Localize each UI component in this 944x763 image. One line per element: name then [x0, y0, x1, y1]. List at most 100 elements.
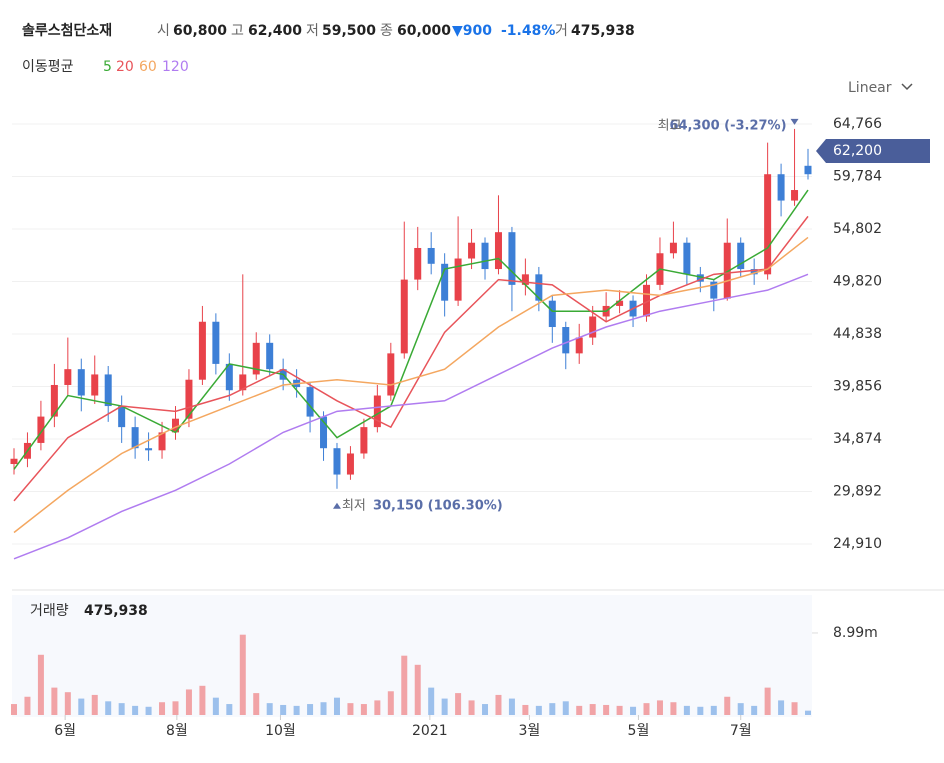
volume-bar [212, 697, 219, 715]
volume-bar [118, 703, 125, 715]
candle-body [104, 374, 112, 407]
candle-body [494, 232, 502, 270]
x-tick-label: 5월 [628, 723, 650, 739]
chevron [901, 83, 913, 91]
candle-body [77, 369, 85, 396]
candle-body [791, 190, 799, 201]
candle-body [118, 406, 126, 428]
candle-body [508, 232, 516, 285]
x-tick-label: 10월 [265, 723, 296, 739]
volume-bar [307, 704, 314, 715]
volume-bar [791, 702, 798, 715]
x-tick-label: 2021 [412, 723, 448, 739]
candle-body [468, 242, 476, 259]
candle-body [320, 416, 328, 449]
scale-label[interactable]: Linear [848, 80, 892, 96]
volume-bar [401, 655, 408, 715]
candle-body [306, 387, 314, 417]
candle-body [50, 384, 58, 417]
moving-average [13, 236, 809, 534]
y-tick-label: 34,874 [833, 431, 882, 447]
candle-body [360, 427, 368, 454]
volume-bar [91, 694, 98, 715]
candle-body [158, 432, 166, 451]
volume-bar [710, 705, 717, 715]
volume-bar [495, 694, 502, 715]
candle-body [212, 321, 220, 364]
volume-bar [562, 701, 569, 715]
volume-bar [482, 704, 489, 715]
volume-bar [105, 701, 112, 715]
volume-bar [751, 705, 758, 715]
high-text: 64,300 (-3.27%) [669, 118, 786, 133]
volume-bar [253, 693, 260, 715]
y-tick-label: 59,784 [833, 168, 882, 184]
volume-bar [239, 634, 246, 715]
y-tick-label: 64,766 [833, 116, 882, 132]
candle-body [400, 279, 408, 354]
candle-body [333, 448, 341, 475]
y-tick-label: 44,838 [833, 326, 882, 342]
candle-body [804, 165, 812, 175]
candle-body [225, 363, 233, 391]
candle-body [64, 369, 72, 385]
candle-body [454, 258, 462, 301]
volume-bar [455, 693, 462, 715]
candle-body [37, 416, 45, 443]
candle-body [723, 242, 731, 299]
volume-bar [589, 704, 596, 715]
scale-dropdown[interactable]: Linear [848, 80, 913, 96]
moving-average [13, 189, 809, 470]
candle-body [91, 374, 99, 396]
ma-label: 이동평균 [22, 59, 74, 75]
candle-body [548, 300, 556, 328]
volume-bar [347, 703, 354, 715]
volume-value: 475,938 [571, 23, 635, 39]
candle-body [185, 379, 193, 419]
y-tick-label: 29,892 [833, 483, 882, 499]
x-tick-label: 8월 [166, 723, 188, 739]
volume-bar [132, 705, 139, 715]
volume-bar [805, 710, 811, 715]
candle-body [171, 418, 179, 433]
volume-bar [172, 701, 179, 715]
candle-body [764, 174, 772, 275]
current-price-tag [816, 139, 930, 164]
candle-body [575, 337, 583, 354]
high-marker [790, 118, 799, 125]
volume-bar [64, 692, 71, 715]
volume-bar [522, 704, 529, 715]
high-label: 고 [231, 23, 244, 39]
candle-body [589, 316, 597, 338]
volume-bar [643, 703, 650, 715]
volume-bar [226, 704, 233, 715]
volume-bar [764, 687, 771, 715]
candle-body [266, 342, 274, 370]
volume-bar [724, 696, 731, 715]
volume-bar [280, 704, 287, 715]
candle-body [777, 174, 785, 201]
volume-bar [11, 704, 17, 715]
y-tick-label: 54,802 [833, 221, 882, 237]
candle-body [414, 247, 422, 280]
candle-body [373, 395, 381, 428]
volume-bar [428, 687, 435, 715]
candle-body [535, 274, 543, 301]
volume-bar [576, 705, 583, 715]
current-price-label: 62,200 [833, 143, 882, 159]
volume-bar [549, 703, 556, 715]
x-tick-label: 3월 [519, 723, 541, 739]
ma-legend: 20 [116, 59, 134, 75]
volume-bar [387, 691, 394, 715]
change: ▼900 [452, 23, 492, 39]
volume-bar [468, 700, 475, 715]
volume-bar [78, 698, 85, 715]
candle-body [669, 242, 677, 254]
candle-body [427, 247, 435, 264]
open-label: 시 [157, 23, 170, 39]
stock-name: 솔루스첨단소재 [22, 22, 112, 39]
candle-body [387, 353, 395, 396]
candle-body [683, 242, 691, 275]
y-tick-label: 24,910 [833, 536, 882, 552]
